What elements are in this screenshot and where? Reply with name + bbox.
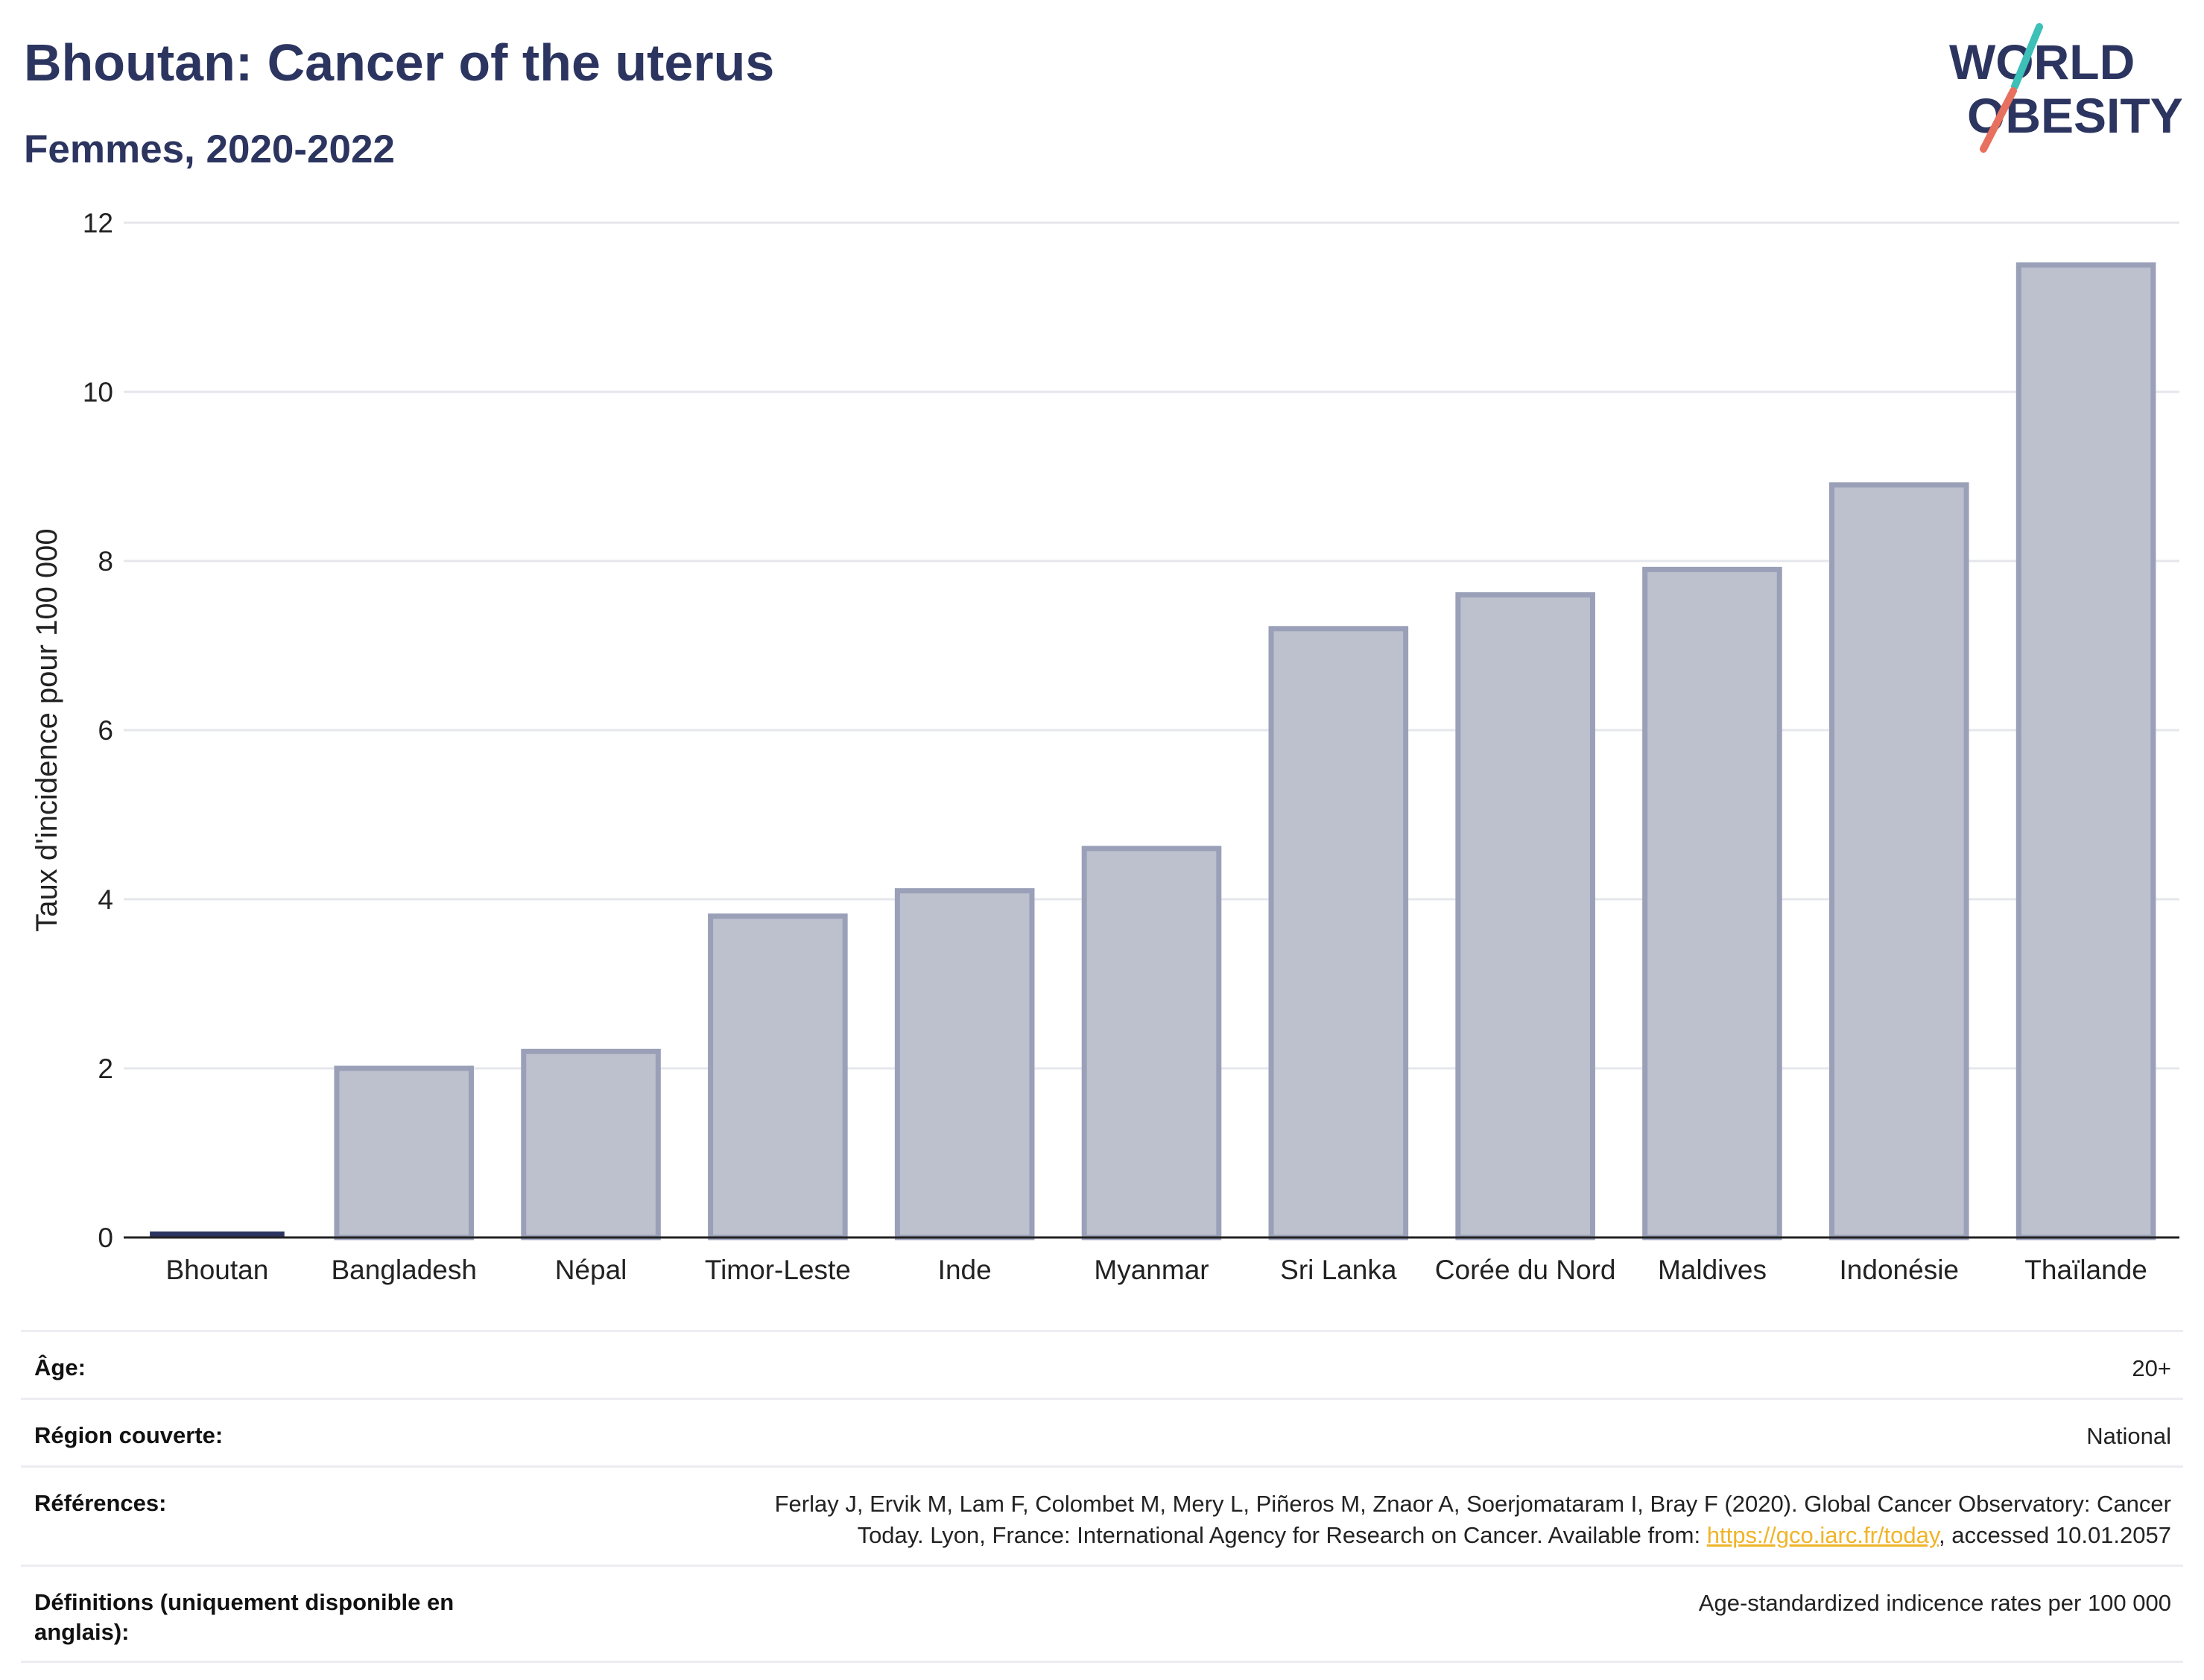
- x-tick-label: Inde: [938, 1255, 992, 1285]
- info-label-definitions: Définitions (uniquement disponible en an…: [34, 1589, 455, 1645]
- x-tick-label: Sri Lanka: [1280, 1255, 1397, 1285]
- x-tick-label: Thaïlande: [2024, 1255, 2147, 1285]
- y-tick-label: 8: [98, 546, 113, 577]
- y-axis-ticks: 0 2 4 6 8 10 12: [83, 208, 113, 1253]
- info-value-age: 20+: [2132, 1355, 2171, 1381]
- y-tick-label: 0: [98, 1223, 113, 1253]
- reference-link[interactable]: https://gco.iarc.fr/today: [1706, 1522, 1939, 1548]
- reference-line-1: Ferlay J, Ervik M, Lam F, Colombet M, Me…: [774, 1491, 2171, 1517]
- bar: [708, 913, 848, 1240]
- bar: [2015, 262, 2156, 1240]
- info-value-references: Ferlay J, Ervik M, Lam F, Colombet M, Me…: [775, 1489, 2171, 1551]
- x-tick-label: Myanmar: [1094, 1255, 1209, 1285]
- logo-slash-bottom: [1980, 87, 2017, 153]
- x-tick-label: Corée du Nord: [1435, 1255, 1616, 1285]
- y-tick-label: 4: [98, 884, 113, 915]
- bar: [150, 1232, 285, 1237]
- bar: [1828, 482, 1969, 1240]
- y-tick-label: 6: [98, 715, 113, 746]
- info-row-references: Références: Ferlay J, Ervik M, Lam F, Co…: [21, 1465, 2183, 1565]
- bar-chart: 0 2 4 6 8 10 12 Bhoutan Bangladesh Népal Timor-Le…: [31, 208, 2179, 1285]
- logo-slash-top: [2011, 23, 2043, 90]
- x-tick-label: Indonésie: [1840, 1255, 1959, 1285]
- x-tick-label: Bhoutan: [165, 1255, 268, 1285]
- info-value-region: National: [2086, 1423, 2171, 1449]
- reference-line-2-post: , accessed 10.01.2057: [1939, 1522, 2171, 1548]
- bar: [1268, 626, 1409, 1240]
- info-label-references: Références:: [34, 1490, 167, 1516]
- logo-line-world: WORLD: [1949, 34, 2135, 89]
- info-label-age: Âge:: [34, 1354, 86, 1381]
- info-label-region: Région couverte:: [34, 1422, 224, 1448]
- world-obesity-logo: WORLD OBESITY: [1949, 23, 2183, 153]
- y-tick-label: 10: [83, 377, 113, 408]
- info-table: Âge: 20+ Région couverte: National Référ…: [21, 1330, 2183, 1663]
- x-tick-label: Népal: [555, 1255, 627, 1285]
- chart-title: Bhoutan: Cancer of the uterus: [24, 34, 775, 92]
- bar: [521, 1048, 661, 1240]
- info-row-region: Région couverte: National: [21, 1398, 2183, 1465]
- y-tick-label: 12: [83, 208, 113, 238]
- x-tick-label: Timor-Leste: [705, 1255, 851, 1285]
- y-axis-title: Taux d'incidence pour 100 000: [31, 528, 63, 931]
- bars: [150, 262, 2156, 1240]
- x-tick-label: Bangladesh: [332, 1255, 477, 1285]
- bar: [1081, 846, 1222, 1240]
- info-value-definitions: Age-standardized indicence rates per 100…: [1698, 1590, 2171, 1616]
- info-row-age: Âge: 20+: [21, 1330, 2183, 1398]
- bar: [334, 1065, 475, 1240]
- chart-subtitle: Femmes, 2020-2022: [24, 127, 395, 171]
- bar: [1455, 592, 1595, 1240]
- reference-line-2-pre: Today. Lyon, France: International Agenc…: [857, 1522, 1707, 1548]
- bar: [1642, 566, 1782, 1240]
- x-tick-label: Maldives: [1658, 1255, 1767, 1285]
- info-row-definitions: Définitions (uniquement disponible en an…: [21, 1565, 2183, 1663]
- bar: [894, 888, 1035, 1240]
- y-tick-label: 2: [98, 1053, 113, 1084]
- x-axis-ticks: Bhoutan Bangladesh Népal Timor-Leste Inde Mya…: [165, 1255, 2147, 1285]
